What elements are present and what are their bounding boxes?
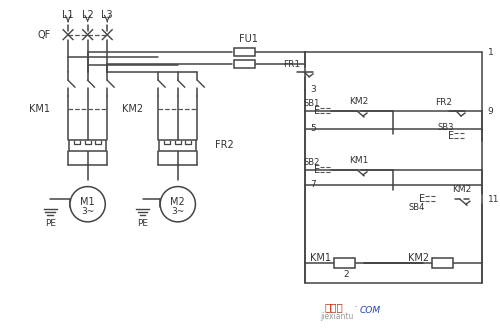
Circle shape: [70, 187, 106, 222]
Text: 7: 7: [310, 180, 316, 189]
Text: KM2: KM2: [408, 253, 428, 263]
Text: M1: M1: [80, 197, 95, 207]
Text: KM1: KM1: [30, 104, 50, 114]
Bar: [69, 140, 106, 151]
Bar: [234, 60, 255, 68]
Text: 3~: 3~: [81, 207, 94, 215]
Text: FR1: FR1: [283, 60, 300, 69]
Text: 5: 5: [310, 124, 316, 133]
Text: 1: 1: [488, 48, 494, 57]
Text: KM1: KM1: [310, 253, 330, 263]
Text: 3~: 3~: [171, 207, 184, 215]
Circle shape: [160, 187, 196, 222]
Text: FR2: FR2: [215, 140, 234, 150]
Bar: [234, 48, 255, 56]
Text: FR2: FR2: [435, 98, 452, 107]
Bar: [432, 258, 453, 268]
Text: SB3: SB3: [438, 123, 454, 132]
Text: PE: PE: [137, 219, 148, 228]
Text: KM1: KM1: [350, 156, 369, 165]
Text: KM2: KM2: [350, 97, 369, 106]
Text: L3: L3: [102, 10, 113, 20]
Text: 3: 3: [310, 85, 316, 94]
Text: KM2: KM2: [122, 104, 144, 114]
Text: jiexiantu: jiexiantu: [320, 312, 354, 321]
Text: SB4: SB4: [408, 203, 425, 212]
Text: SB2: SB2: [304, 158, 320, 166]
Text: SB1: SB1: [304, 99, 320, 108]
Text: L1: L1: [62, 10, 74, 20]
Bar: [334, 258, 355, 268]
Text: FU1: FU1: [239, 33, 258, 44]
Text: E: E: [314, 165, 320, 175]
Bar: [159, 140, 196, 151]
Text: KM2: KM2: [452, 185, 471, 194]
Text: 9: 9: [488, 107, 494, 116]
Text: E: E: [314, 106, 320, 116]
Text: E: E: [448, 131, 454, 141]
Text: ·: ·: [354, 302, 358, 312]
Text: 2: 2: [344, 270, 349, 279]
Text: PE: PE: [45, 219, 56, 228]
Text: COM: COM: [359, 306, 380, 314]
Text: M2: M2: [170, 197, 185, 207]
Text: QF: QF: [37, 30, 51, 40]
Text: 11: 11: [488, 195, 499, 204]
Text: E: E: [418, 194, 425, 204]
Text: 接线图: 接线图: [325, 302, 344, 312]
Text: L2: L2: [82, 10, 94, 20]
